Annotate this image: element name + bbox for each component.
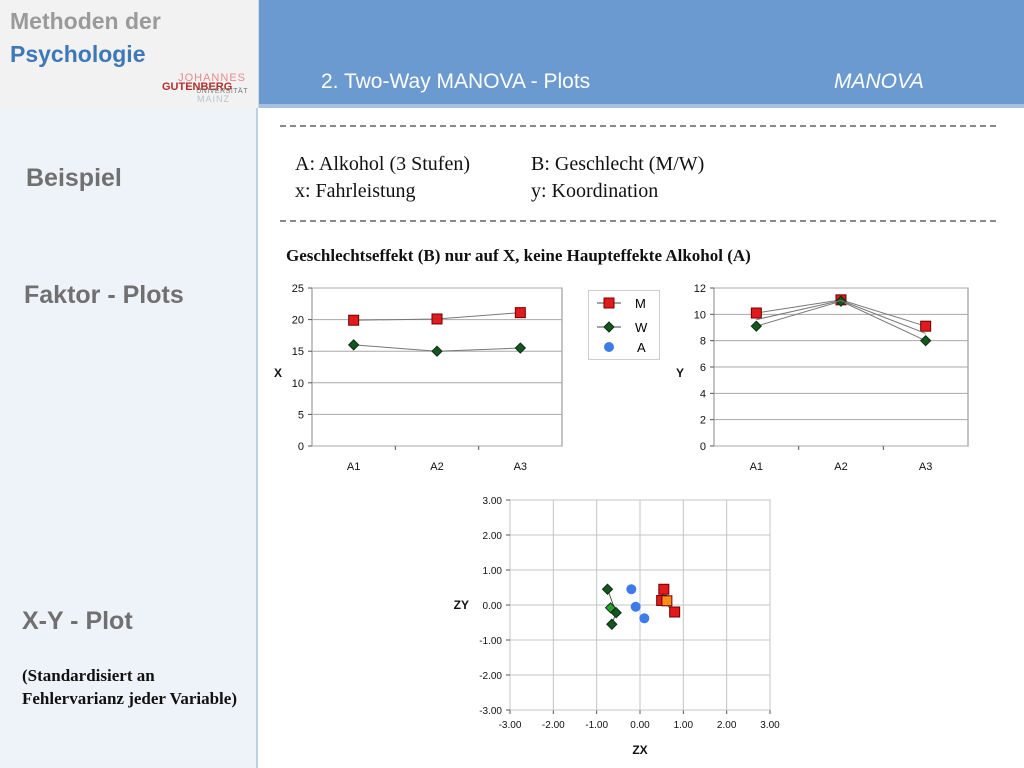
series-line xyxy=(756,299,926,334)
legend-w-label: W xyxy=(635,320,648,335)
x-tick-label: 2.00 xyxy=(717,720,737,731)
legend-a-label: A xyxy=(637,340,646,355)
slide-topic: MANOVA xyxy=(834,70,924,93)
scatter-point-a xyxy=(626,584,637,595)
y-axis-label: Y xyxy=(676,366,684,380)
section-faktor-plots: Faktor - Plots xyxy=(24,281,184,309)
y-tick-label: -3.00 xyxy=(479,706,502,717)
dashed-divider-bottom xyxy=(280,220,996,222)
logo-text-methoden: Methoden der xyxy=(10,8,161,34)
y-tick-label: 4 xyxy=(700,388,706,400)
legend-m-marker xyxy=(603,297,615,309)
y-axis-label: X xyxy=(274,366,282,380)
x-tick-label: 1.00 xyxy=(674,720,694,731)
y-tick-label: 10 xyxy=(694,309,706,321)
data-point-w xyxy=(431,345,443,357)
data-point-m xyxy=(348,314,360,326)
factor-a-text: A: Alkohol (3 Stufen) xyxy=(295,153,470,175)
x-tick-label: A1 xyxy=(347,461,360,473)
data-point-m xyxy=(431,313,443,325)
y-tick-label: 3.00 xyxy=(483,496,503,507)
variable-y-text: y: Koordination xyxy=(531,180,659,202)
scatter-point-w xyxy=(601,583,614,595)
y-tick-label: 2 xyxy=(700,415,706,427)
section-xy-plot: X-Y - Plot xyxy=(22,607,133,635)
factor-plot-y: 0 2 4 6 8 10 12 A1 A2 A3 Y xyxy=(676,283,969,473)
legend-m-label: M xyxy=(635,296,646,311)
data-point-w xyxy=(835,295,847,307)
factor-plot-x: 0 5 10 15 20 25 A1 A2 A3 X xyxy=(274,283,563,473)
legend-a-marker xyxy=(604,342,614,352)
uni-logo-johannes: JOHANNES xyxy=(178,72,246,84)
x-tick-label: A3 xyxy=(514,461,527,473)
y-tick-label: 6 xyxy=(700,362,706,374)
scatter-point-m xyxy=(661,595,673,607)
x-tick-label: -3.00 xyxy=(499,720,522,731)
uni-logo-universitaet: UNIVERSITÄT xyxy=(196,88,248,95)
legend-w-marker xyxy=(603,321,615,333)
logo-text-psychologie: Psychologie xyxy=(10,41,146,67)
x-tick-label: 0.00 xyxy=(630,720,650,731)
y-axis-label: ZY xyxy=(454,598,469,612)
standardization-note: (Standardisiert an Fehlervarianz jeder V… xyxy=(22,666,237,708)
sidebar xyxy=(0,108,258,768)
uni-logo-gutenberg: GUTENBERG xyxy=(162,81,233,93)
variable-x-text: x: Fahrleistung xyxy=(295,180,416,202)
scatter-point-a xyxy=(630,601,641,612)
university-logo: JOHANNES GUTENBERG UNIVERSITÄT MAINZ xyxy=(160,72,252,106)
logo-area: Methoden der Psychologie JOHANNES GUTENB… xyxy=(0,0,259,108)
scatter-point-m xyxy=(669,606,681,618)
y-tick-label: 10 xyxy=(292,378,304,390)
x-tick-label: -2.00 xyxy=(542,720,565,731)
dashed-divider-top xyxy=(280,125,996,127)
x-tick-label: A3 xyxy=(919,461,932,473)
data-point-w xyxy=(919,334,932,347)
data-point-m xyxy=(514,307,526,319)
y-tick-label: 0.00 xyxy=(483,601,503,612)
y-tick-label: -2.00 xyxy=(479,671,502,682)
slide-title: 2. Two-Way MANOVA - Plots xyxy=(321,70,591,93)
uni-logo-mainz: MAINZ xyxy=(197,94,230,104)
y-tick-label: 5 xyxy=(298,409,304,421)
y-tick-label: 8 xyxy=(700,336,706,348)
scatter-point-a xyxy=(639,613,650,624)
y-tick-label: 0 xyxy=(700,441,706,453)
scatter-point-m xyxy=(658,583,670,595)
legend: M W A xyxy=(588,290,660,360)
section-beispiel: Beispiel xyxy=(26,164,122,192)
data-point-m xyxy=(750,307,762,319)
header-bar: 2. Two-Way MANOVA - Plots MANOVA xyxy=(259,0,1024,104)
x-tick-label: A2 xyxy=(430,461,443,473)
data-point-w xyxy=(750,320,763,332)
x-tick-label: A2 xyxy=(834,461,847,473)
x-tick-label: A1 xyxy=(750,461,763,473)
scatter-point-w xyxy=(606,618,618,630)
data-point-w xyxy=(514,342,527,354)
x-axis-label: ZX xyxy=(632,743,647,757)
x-tick-label: 3.00 xyxy=(760,720,780,731)
y-tick-label: 12 xyxy=(694,283,706,295)
y-tick-label: 15 xyxy=(292,346,304,358)
y-tick-label: 2.00 xyxy=(483,531,503,542)
y-tick-label: 0 xyxy=(298,441,304,453)
y-tick-label: 1.00 xyxy=(483,566,503,577)
x-tick-label: -1.00 xyxy=(585,720,608,731)
factor-b-text: B: Geschlecht (M/W) xyxy=(531,153,705,175)
data-point-m xyxy=(920,320,932,332)
y-tick-label: 20 xyxy=(292,315,304,327)
y-tick-label: -1.00 xyxy=(479,636,502,647)
header-divider xyxy=(259,104,1024,108)
y-tick-label: 25 xyxy=(292,283,304,295)
data-point-w xyxy=(347,339,360,351)
chart-subtitle: Geschlechtseffekt (B) nur auf X, keine H… xyxy=(286,246,751,265)
scatter-point-w xyxy=(604,602,617,614)
xy-scatter-plot: -3.00 -2.00 -1.00 0.00 1.00 2.00 3.00 3.00 2.00 1… xyxy=(454,496,781,757)
